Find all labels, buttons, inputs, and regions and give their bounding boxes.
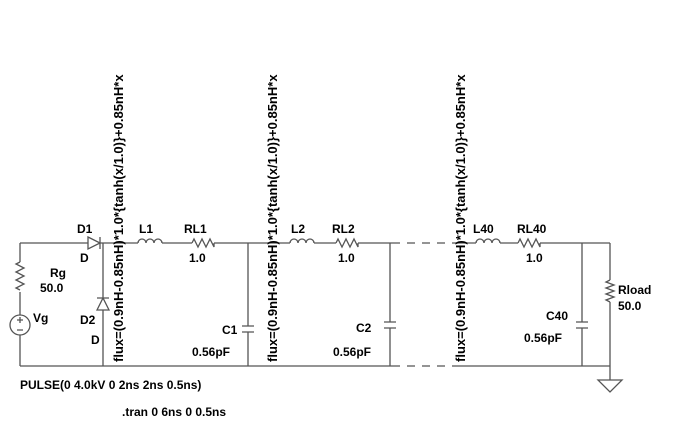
- sim-directive: .tran 0 6ns 0 0.5ns: [122, 405, 226, 419]
- ground: [596, 379, 624, 393]
- label: 1.0: [338, 251, 355, 265]
- wire: [247, 243, 583, 366]
- label: 0.56pF: [524, 331, 562, 345]
- label: L1: [139, 222, 153, 236]
- label: C1: [222, 323, 238, 337]
- label: 1.0: [189, 251, 206, 265]
- label: L40: [473, 222, 494, 236]
- label: 1.0: [526, 251, 543, 265]
- label: L2: [291, 222, 305, 236]
- label: 50.0: [618, 299, 642, 313]
- label: RL2: [332, 222, 355, 236]
- label: Vg: [33, 311, 48, 325]
- label: Rg: [50, 266, 66, 280]
- label: D1: [77, 222, 93, 236]
- label: Rload: [618, 283, 651, 297]
- resistor: [604, 279, 616, 303]
- source-waveform: PULSE(0 4.0kV 0 2ns 2ns 0.5ns): [20, 378, 201, 392]
- resistor: [14, 261, 26, 291]
- inductor: [137, 238, 163, 244]
- capacitor: [242, 325, 254, 333]
- voltage-source: [9, 314, 31, 336]
- label: C2: [356, 321, 372, 335]
- inductor: [289, 238, 315, 244]
- label: 0.56pF: [192, 345, 230, 359]
- label: RL40: [517, 222, 547, 236]
- resistor: [191, 237, 215, 249]
- label: C40: [546, 309, 568, 323]
- resistor: [335, 237, 359, 249]
- label: 50.0: [40, 281, 64, 295]
- label: D: [80, 251, 89, 265]
- labels: Rg 50.0 Vg D1 D D2 D flux=(0.9nH-0.85nH)…: [20, 74, 651, 419]
- capacitor: [576, 321, 588, 329]
- capacitor: [384, 321, 396, 329]
- resistor: [517, 237, 541, 249]
- flux-expression: flux=(0.9nH-0.85nH)*1.0*{tanh(x/1.0)}+0.…: [453, 74, 468, 362]
- inductor: [475, 238, 501, 244]
- components: [9, 235, 624, 393]
- label: 0.56pF: [333, 345, 371, 359]
- wires: [19, 242, 611, 380]
- flux-expression: flux=(0.9nH-0.85nH)*1.0*{tanh(x/1.0)}+0.…: [111, 74, 126, 362]
- label: D: [91, 333, 100, 347]
- flux-expression: flux=(0.9nH-0.85nH)*1.0*{tanh(x/1.0)}+0.…: [265, 74, 280, 362]
- diode: [95, 296, 111, 311]
- diode: [87, 235, 102, 251]
- dashed-wire: [392, 242, 455, 367]
- label: D2: [80, 313, 96, 327]
- label: RL1: [184, 222, 207, 236]
- polarity: [17, 317, 23, 331]
